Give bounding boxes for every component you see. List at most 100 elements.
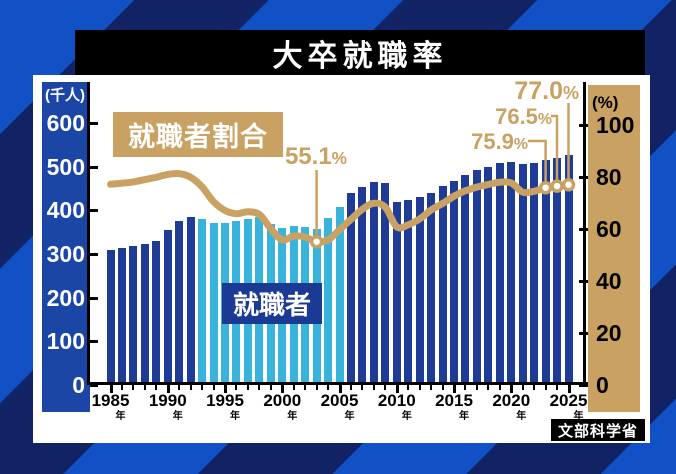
title-bar: 大卒就職率 (75, 30, 645, 75)
x-tick-1990 (166, 385, 170, 393)
right-axis-tick-100 (579, 124, 588, 127)
bar-2010 (392, 202, 401, 385)
x-tick-1986 (120, 385, 123, 390)
x-tick-1993 (201, 385, 204, 390)
x-tick-2015 (453, 385, 456, 393)
x-tick-1989 (155, 385, 158, 390)
x-label-suffix-2015: 年 (459, 411, 469, 422)
x-label-2010: 2010 (377, 391, 416, 410)
x-tick-2024 (556, 385, 559, 390)
left-axis-label-100: 100 (46, 328, 85, 355)
x-label-suffix-1985: 年 (115, 411, 126, 422)
bar-2015 (450, 180, 458, 385)
x-label-suffix-2000: 年 (287, 411, 298, 422)
right-axis-label-20: 20 (596, 320, 622, 346)
bar-2005 (335, 207, 344, 385)
left-axis-label-200: 200 (46, 284, 85, 311)
left-axis-tick-300 (90, 253, 98, 256)
left-axis-tick-0 (90, 384, 98, 387)
bar-2007 (358, 187, 367, 385)
x-tick-2008 (372, 385, 375, 390)
bar-1989 (152, 240, 161, 385)
left-axis-label-0: 0 (72, 372, 85, 398)
x-tick-2001 (292, 385, 295, 390)
bar-1993 (198, 219, 207, 385)
bar-2008 (369, 181, 378, 385)
bar-1987 (129, 246, 138, 385)
right-axis-strip (588, 85, 640, 412)
x-tick-1985 (109, 385, 113, 393)
annotation-2024-76-5: 76.5% (495, 104, 552, 129)
x-label-2015: 2015 (435, 391, 473, 410)
x-label-suffix-2005: 年 (344, 411, 355, 422)
x-tick-2025 (567, 385, 571, 393)
left-axis-strip (42, 82, 90, 412)
page-title: 大卒就職率 (272, 39, 448, 73)
x-tick-2010 (395, 385, 399, 393)
right-axis-tick-40 (579, 280, 588, 283)
x-tick-1994 (212, 385, 215, 390)
left-axis-label-300: 300 (46, 241, 85, 267)
bar-1992 (186, 217, 195, 385)
bar-1990 (163, 229, 172, 385)
x-tick-2014 (441, 385, 444, 390)
x-tick-2017 (475, 385, 478, 390)
bar-1994 (209, 222, 218, 385)
bar-2012 (415, 197, 424, 385)
x-tick-1987 (132, 385, 135, 390)
x-label-2025: 2025 (549, 391, 588, 410)
x-tick-2022 (533, 385, 536, 390)
right-axis-tick-60 (579, 228, 588, 231)
left-axis-tick-400 (90, 209, 98, 213)
bar-series-label: 就職者 (222, 283, 322, 324)
bar-2018 (484, 166, 493, 385)
x-label-suffix-2020: 年 (516, 411, 527, 422)
right-axis-label-60: 60 (596, 216, 622, 242)
x-label-1995: 1995 (206, 391, 244, 410)
x-tick-1995 (224, 385, 227, 393)
left-axis-unit: (千人) (45, 87, 85, 104)
bar-2004 (324, 218, 333, 385)
x-tick-2004 (327, 385, 330, 390)
x-tick-2009 (384, 385, 387, 390)
x-tick-1992 (189, 385, 192, 390)
x-label-1990: 1990 (148, 391, 187, 410)
bar-2017 (472, 170, 481, 385)
bar-2009 (381, 183, 390, 385)
source-label: 文部科学省 (551, 419, 645, 441)
bar-2023 (541, 160, 550, 385)
x-label-2020: 2020 (492, 391, 531, 410)
left-axis-label-500: 500 (46, 153, 85, 180)
x-label-2005: 2005 (320, 391, 359, 410)
bar-1988 (140, 244, 149, 385)
x-tick-2016 (464, 385, 467, 390)
x-tick-2006 (349, 385, 352, 390)
right-axis-label-0: 0 (596, 372, 609, 398)
x-tick-2012 (418, 385, 421, 390)
x-tick-2003 (315, 385, 318, 390)
bar-2011 (404, 199, 413, 385)
x-label-2000: 2000 (263, 391, 302, 410)
x-label-1985: 1985 (91, 391, 130, 410)
x-tick-1991 (178, 385, 181, 390)
bar-2016 (461, 175, 470, 385)
right-axis-label-40: 40 (596, 268, 622, 294)
x-tick-2011 (407, 385, 410, 390)
x-tick-1997 (246, 385, 249, 390)
line-series-label: 就職者割合 (113, 112, 283, 157)
x-tick-1998 (258, 385, 261, 390)
left-axis-tick-100 (90, 340, 98, 344)
x-tick-1988 (143, 385, 146, 390)
bar-1991 (175, 220, 184, 385)
x-label-suffix-1995: 年 (230, 411, 240, 422)
x-tick-2002 (304, 385, 307, 390)
bar-2021 (518, 164, 527, 385)
right-axis-tick-80 (579, 176, 588, 179)
annotation-2023-75-9: 75.9% (471, 129, 528, 154)
x-tick-2007 (361, 385, 364, 390)
left-axis-tick-200 (90, 296, 98, 300)
bar-1986 (117, 248, 126, 385)
x-tick-2013 (430, 385, 433, 390)
bar-2024 (553, 157, 562, 385)
